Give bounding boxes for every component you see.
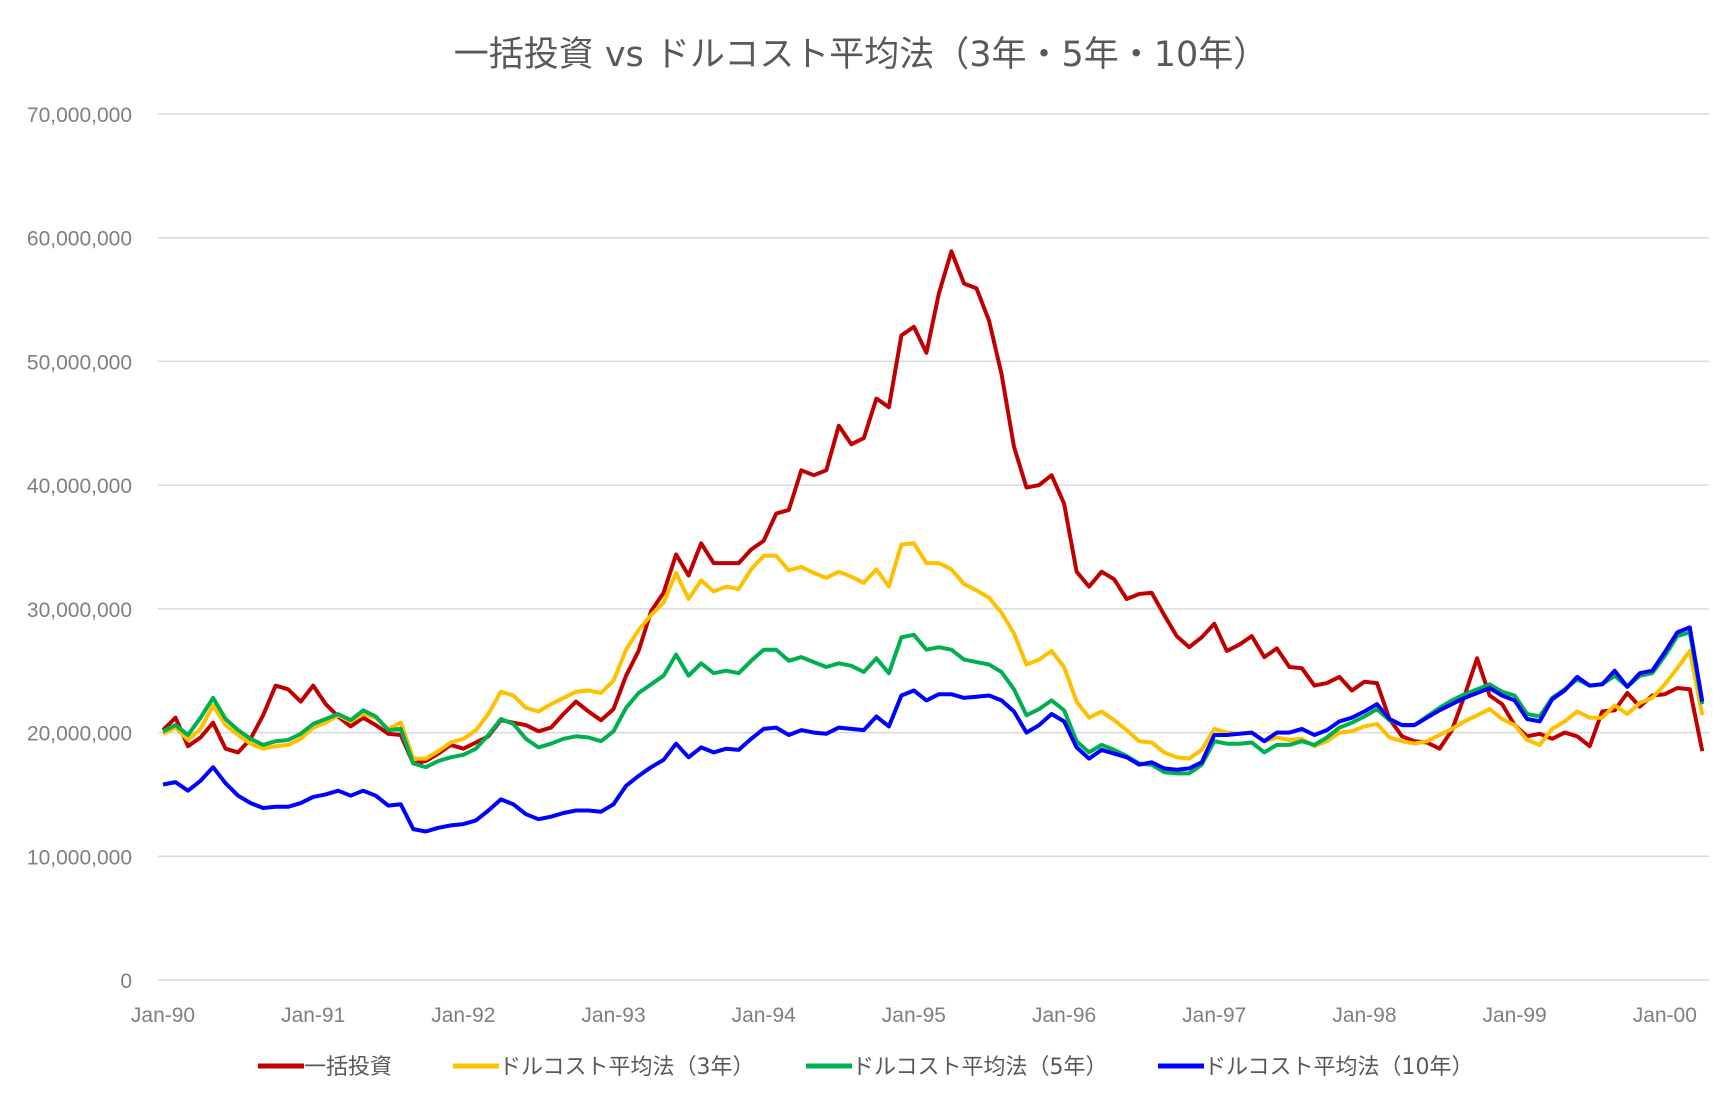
- series-line-1: [162, 541, 1705, 761]
- y-tick-label: 10,000,000: [27, 846, 132, 869]
- x-axis-ticks: Jan-90 Jan-91 Jan-92 Jan-93 Jan-94 Jan-95 Jan-…: [131, 1004, 1697, 1027]
- series-line-0: [161, 249, 1705, 766]
- y-tick-label: 50,000,000: [27, 351, 132, 374]
- legend-item: ドルコスト平均法（3年）: [453, 1055, 755, 1080]
- x-tick-label: Jan-92: [431, 1004, 495, 1027]
- x-tick-label: Jan-96: [1032, 1004, 1096, 1027]
- y-axis-ticks: 0 10,000,000 20,000,000 30,000,000 40,000,00…: [27, 104, 132, 993]
- x-tick-label: Jan-94: [732, 1004, 797, 1027]
- chart-title: 一括投資 vs ドルコスト平均法（3年・5年・10年）: [454, 35, 1269, 75]
- x-tick-label: Jan-99: [1483, 1004, 1547, 1027]
- legend-item: 一括投資: [258, 1055, 392, 1080]
- legend-label: ドルコスト平均法（5年）: [852, 1055, 1108, 1080]
- y-tick-label: 0: [120, 970, 132, 993]
- legend-item: ドルコスト平均法（5年）: [806, 1055, 1108, 1080]
- y-tick-label: 40,000,000: [27, 475, 132, 498]
- x-tick-label: Jan-97: [1182, 1004, 1246, 1027]
- x-tick-label: Jan-98: [1332, 1004, 1396, 1027]
- y-tick-label: 60,000,000: [27, 228, 132, 251]
- legend-item: ドルコスト平均法（10年）: [1158, 1055, 1474, 1080]
- y-tick-label: 20,000,000: [27, 723, 132, 746]
- x-tick-label: Jan-91: [281, 1004, 345, 1027]
- series-lines: [161, 249, 1705, 834]
- legend-label: ドルコスト平均法（3年）: [499, 1055, 755, 1080]
- legend: 一括投資 ドルコスト平均法（3年） ドルコスト平均法（5年） ドルコスト平均法（10年…: [258, 1055, 1474, 1080]
- legend-label: 一括投資: [304, 1055, 392, 1080]
- series-line-2: [162, 630, 1705, 776]
- x-tick-label: Jan-95: [882, 1004, 946, 1027]
- y-tick-label: 30,000,000: [27, 599, 132, 622]
- legend-label: ドルコスト平均法（10年）: [1204, 1055, 1474, 1080]
- x-tick-label: Jan-00: [1633, 1004, 1697, 1027]
- y-tick-label: 70,000,000: [27, 104, 132, 127]
- x-tick-label: Jan-93: [581, 1004, 645, 1027]
- series-line-3: [162, 625, 1705, 834]
- x-tick-label: Jan-90: [131, 1004, 195, 1027]
- gridlines: [158, 113, 1709, 981]
